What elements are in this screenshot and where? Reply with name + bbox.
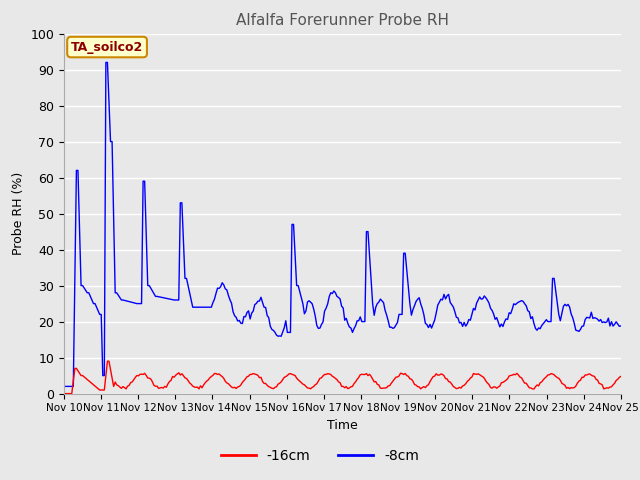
X-axis label: Time: Time [327,419,358,432]
Text: TA_soilco2: TA_soilco2 [71,40,143,54]
Legend: -16cm, -8cm: -16cm, -8cm [216,443,424,468]
Title: Alfalfa Forerunner Probe RH: Alfalfa Forerunner Probe RH [236,13,449,28]
Y-axis label: Probe RH (%): Probe RH (%) [12,172,25,255]
